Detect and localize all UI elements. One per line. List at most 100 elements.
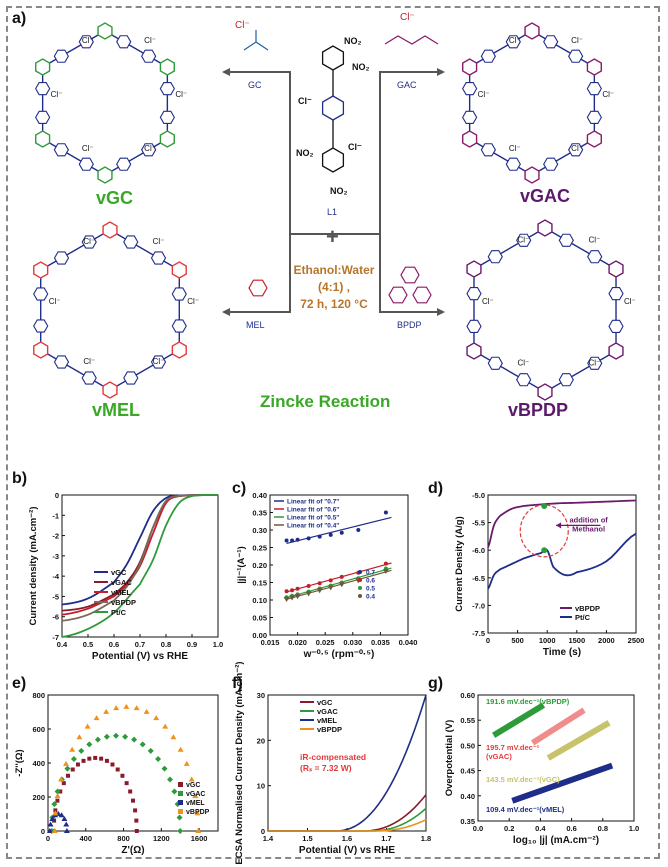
chart-e-point-vgac [147, 747, 154, 754]
chart-e-point-vgac [103, 733, 110, 740]
bpdp-structure-ring [388, 286, 408, 304]
chart-e-point-vgc [128, 789, 133, 794]
chart-e-legend-label: vBPDP [186, 809, 210, 816]
chart-d-methanol-point [541, 547, 548, 554]
chart-g-y-tick-label: 0.35 [460, 817, 475, 826]
chart-e-point-vbpdp [153, 715, 160, 721]
chart-g-y-tick-label: 0.60 [460, 691, 475, 700]
vbpdp-structure-chloride: Cl⁻ [482, 297, 494, 306]
chart-b-legend-label: vBPDP [111, 598, 136, 607]
vgac-structure-chloride: Cl⁻ [509, 144, 521, 153]
chart-e-point-vgac [177, 828, 184, 834]
chart-g-tafel-line-3 [511, 762, 614, 804]
chart-e-point-vgac [171, 788, 178, 795]
vmel-structure-bond [109, 229, 180, 271]
chart-f-annotation: iR-compensated [300, 752, 366, 762]
chart-f-x-tick-label: 1.6 [342, 834, 352, 843]
chart-c-x-tick-label: 0.015 [261, 638, 280, 647]
chart-c-fit-0.4 [286, 569, 392, 600]
chart-d-x-tick-label: 2500 [628, 636, 645, 645]
arrow-to-vgc [225, 71, 291, 234]
chart-e-point-vbpdp [51, 828, 58, 833]
chart-c-point-0.6 [295, 586, 300, 591]
chart-d-y-tick-label: -6.0 [472, 546, 485, 555]
vbpdp-structure-bond [544, 227, 617, 270]
vbpdp-structure-pyridinium-ring [516, 233, 532, 247]
vmel-structure-pyridinium-ring [123, 371, 139, 385]
vbpdp-structure-pyridinium-ring [516, 373, 532, 387]
chart-g-tafel-line-2 [546, 720, 611, 761]
chart-e-point-vmel [63, 821, 70, 827]
chart-e-point-vmel [49, 815, 56, 821]
chart-e-point-vgc [134, 818, 139, 823]
chart-e-point-vbpdp [54, 793, 61, 799]
chart-e-point-vgc [81, 758, 86, 763]
aminoguanidinium-structure [384, 35, 439, 45]
chart-d-y-tick-label: -5.5 [472, 519, 485, 528]
chart-c-point-0.7 [284, 538, 289, 543]
panel-e-letter: e) [12, 675, 27, 692]
chart-c-point-0.6 [284, 589, 289, 594]
figure-frame [6, 6, 660, 859]
chart-b-series-vgac [61, 494, 219, 612]
vbpdp-structure-node-ring [466, 342, 482, 360]
condition-time-temp: 72 h, 120 °C [300, 297, 368, 311]
l1-chloride: Cl⁻ [298, 96, 312, 106]
vgac-structure-pyridinium-ring [505, 157, 521, 171]
chart-d-y-tick-label: -7.0 [472, 601, 485, 610]
chart-b-legend-label: Pt/C [111, 608, 127, 617]
vgc-structure-pyridinium-ring [116, 35, 132, 49]
panel-a-letter: a) [12, 10, 27, 27]
vmel-structure-node-ring [33, 341, 49, 359]
reaction-conditions: Ethanol:Water (4:1) , 72 h, 120 °C [288, 262, 380, 313]
vgac-structure-bond [531, 30, 595, 68]
vbpdp-structure-node-ring [537, 383, 553, 401]
chart-e-point-vgc [120, 773, 125, 778]
vgc-structure-bond [104, 30, 168, 68]
vgac-structure-node-ring [462, 58, 478, 76]
vgac-structure-bond [469, 138, 533, 176]
chart-e-point-vgac [176, 814, 183, 821]
vbpdp-structure-node-ring [466, 260, 482, 278]
chart-e-point-vgc [99, 756, 104, 761]
vgc-structure-pyridinium-ring [159, 110, 175, 125]
chart-c-x-tick-label: 0.035 [371, 638, 390, 647]
chart-b-legend-label: vGC [111, 568, 127, 577]
chart-g-x-tick-label: 1.0 [629, 824, 639, 833]
chart-g-x-tick-label: 0.4 [535, 824, 546, 833]
chart-f-x-tick-label: 1.4 [263, 834, 274, 843]
vgac-structure-pyridinium-ring [568, 143, 584, 157]
condition-ratio: (4:1) , [317, 280, 350, 294]
chart-c-y-tick-label: 0.40 [252, 491, 267, 500]
vgac-structure-chloride: Cl⁻ [602, 90, 614, 99]
chart-g-y-tick-label: 0.50 [460, 741, 475, 750]
gac-arrow-label: GAC [397, 80, 417, 90]
chart-c-point-0.6 [317, 581, 322, 586]
chart-f-legend-label: vGAC [317, 707, 338, 716]
chart-f-series-vbpdp [268, 818, 427, 832]
chart-e-point-vbpdp [63, 760, 70, 766]
chart-e-point-vgac [51, 801, 58, 808]
chart-e-point-vbpdp [195, 828, 202, 833]
chart-e-point-vbpdp [93, 715, 100, 721]
vgc-structure-chloride: Cl⁻ [144, 36, 156, 45]
chart-f-y-tick-label: 10 [257, 782, 265, 791]
vbpdp-structure-pyridinium-ring [487, 250, 503, 264]
chart-e-point-vbpdp [183, 760, 190, 766]
chart-d-y-tick-label: -5.0 [472, 491, 485, 500]
condition-solvent: Ethanol:Water [293, 263, 375, 277]
chart-c-fit-legend-label: Linear fit of "0.7" [287, 499, 339, 506]
chart-e-point-vbpdp [162, 723, 169, 729]
chart-e-point-vgac [131, 736, 138, 743]
vbpdp-structure-pyridinium-ring [587, 250, 603, 264]
arrow-to-vgac [379, 71, 442, 234]
bpdp-structure [400, 266, 420, 284]
vmel-structure-chloride: Cl⁻ [153, 237, 165, 246]
vgc-structure-pyridinium-ring [141, 143, 157, 157]
vmel-structure-pyridinium-ring [171, 287, 187, 301]
vmel-structure-bond [109, 349, 180, 391]
chart-e-point-vgac [54, 788, 61, 795]
vmel-structure-node-ring [102, 221, 118, 239]
vgc-structure-pyridinium-ring [53, 143, 69, 157]
chart-c-y-tick-label: 0.15 [252, 579, 267, 588]
